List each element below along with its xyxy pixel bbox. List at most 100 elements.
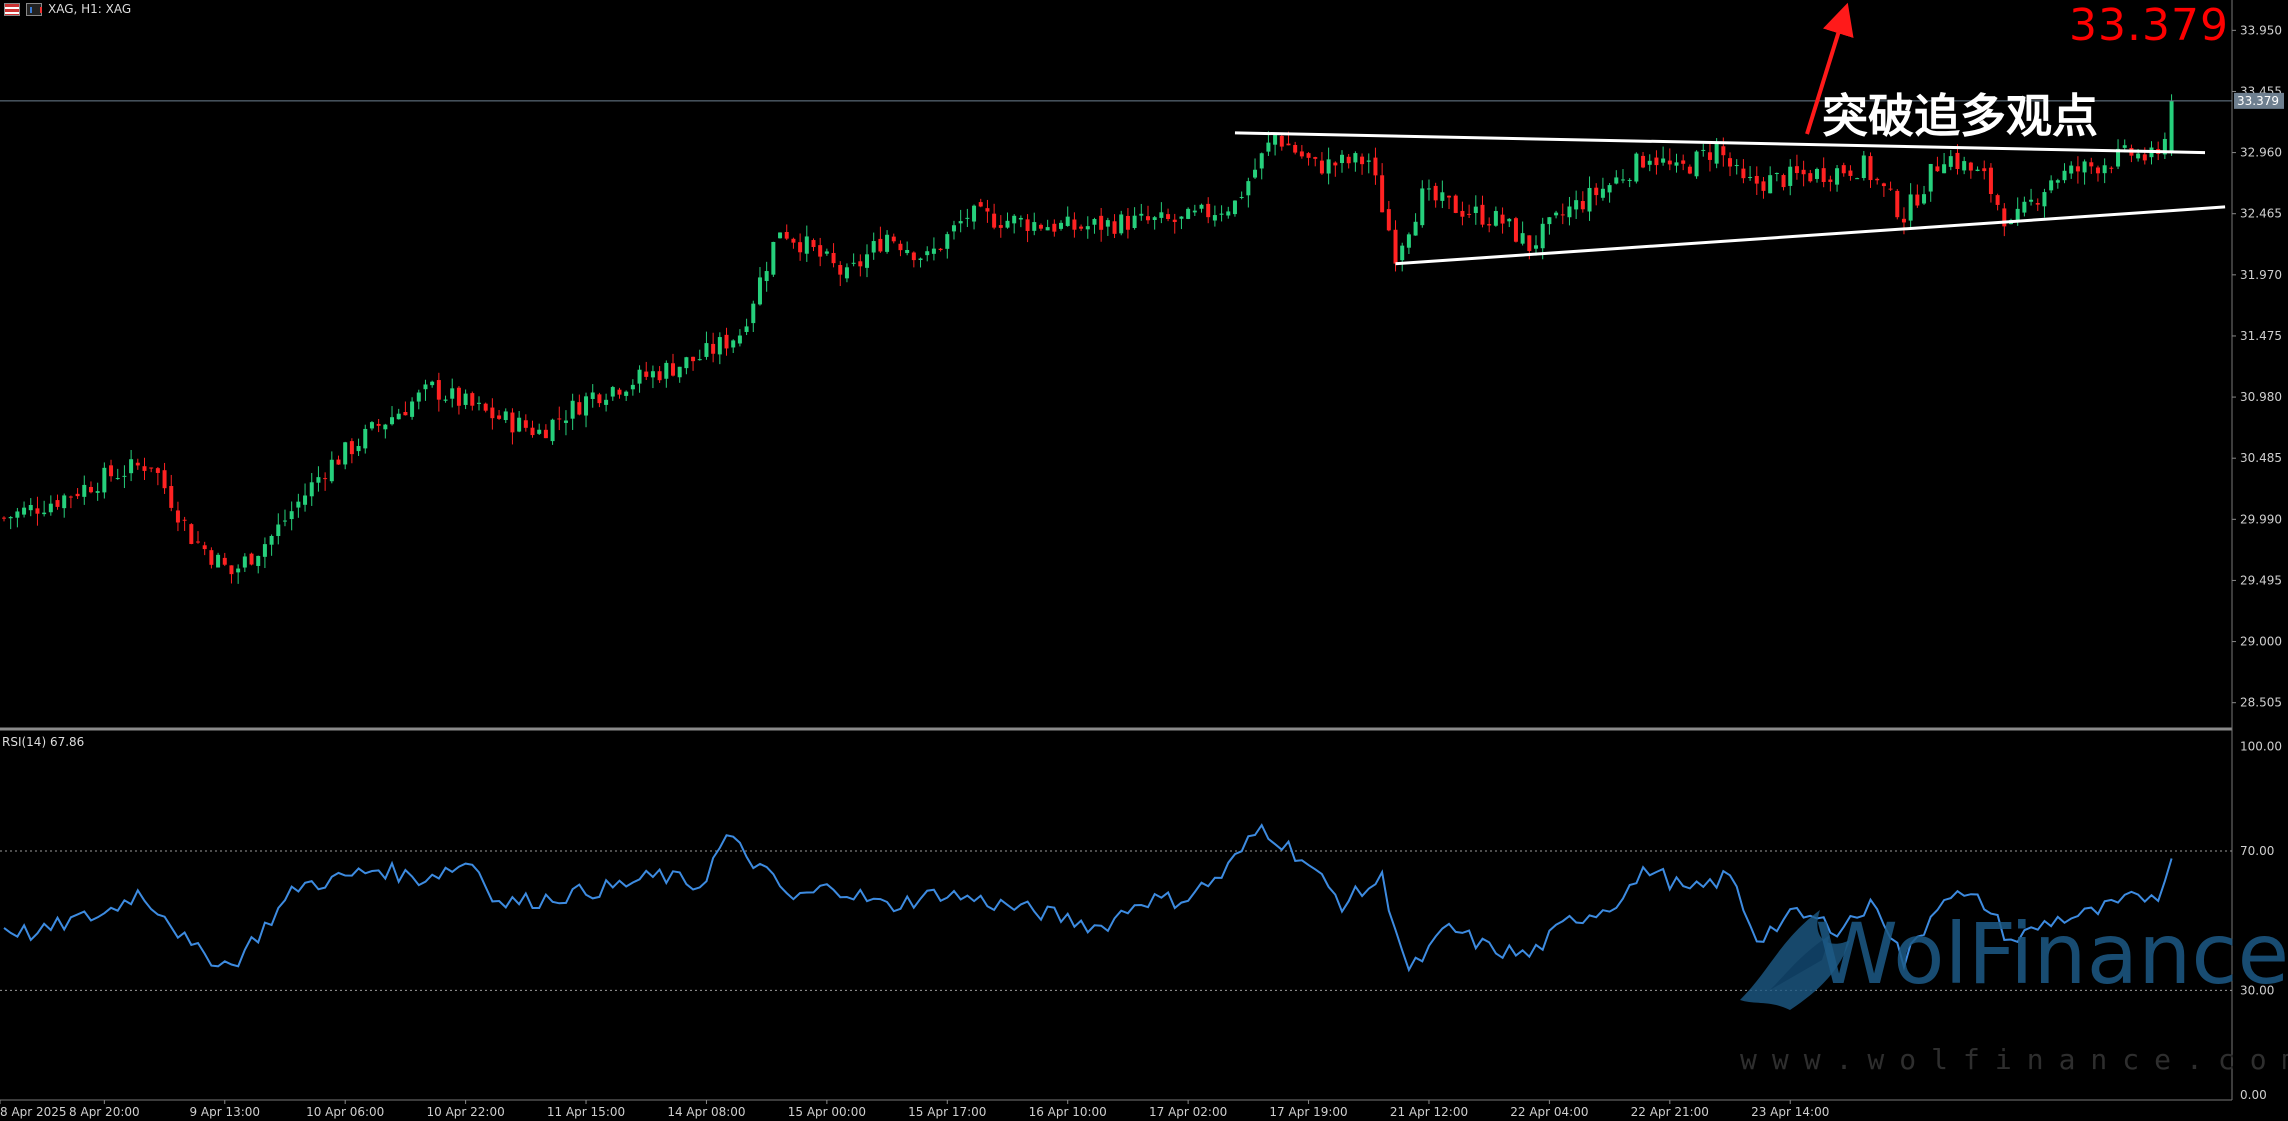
candle-body bbox=[858, 261, 863, 267]
candle-body bbox=[1547, 217, 1552, 225]
candle-body bbox=[918, 258, 923, 261]
candle-body bbox=[751, 303, 756, 324]
candle-body bbox=[383, 424, 388, 430]
time-tick-label: 11 Apr 15:00 bbox=[547, 1105, 625, 1119]
candle-body bbox=[1012, 215, 1017, 224]
candle-body bbox=[1386, 209, 1391, 231]
candle-body bbox=[885, 234, 890, 252]
candle-body bbox=[2015, 208, 2020, 222]
candle-body bbox=[1534, 245, 1539, 249]
candle-body bbox=[1413, 221, 1418, 236]
candle-body bbox=[644, 371, 649, 377]
candle-body bbox=[115, 478, 120, 480]
price-tick-label: 30.980 bbox=[2240, 390, 2282, 404]
candle-body bbox=[2082, 161, 2087, 173]
candle-body bbox=[390, 417, 395, 425]
candle-body bbox=[711, 343, 716, 354]
candle-body bbox=[1453, 195, 1458, 213]
candle-body bbox=[2022, 201, 2027, 213]
candle-body bbox=[1360, 156, 1365, 165]
candle-body bbox=[724, 334, 729, 349]
candle-body bbox=[396, 413, 401, 420]
candle-body bbox=[1480, 204, 1485, 225]
candle-body bbox=[664, 362, 669, 379]
candle-body bbox=[563, 420, 568, 423]
candle-body bbox=[1748, 177, 1753, 179]
candle-body bbox=[697, 359, 702, 361]
candle-body bbox=[1587, 187, 1592, 212]
candle-body bbox=[1915, 194, 1920, 206]
candle-body bbox=[1099, 215, 1104, 230]
candle-body bbox=[2116, 148, 2121, 167]
candle-body bbox=[998, 225, 1003, 228]
candle-body bbox=[510, 412, 515, 433]
candle-body bbox=[1072, 219, 1077, 230]
candle-body bbox=[35, 508, 40, 514]
candle-body bbox=[1734, 165, 1739, 167]
current-price-tag bbox=[2234, 92, 2284, 109]
candle-body bbox=[684, 357, 689, 369]
candle-body bbox=[1620, 179, 1625, 181]
candle-body bbox=[1808, 173, 1813, 182]
candle-body bbox=[617, 389, 622, 395]
candle-body bbox=[1293, 144, 1298, 153]
rsi-tick-label: 30.00 bbox=[2240, 983, 2274, 997]
candle-body bbox=[1868, 156, 1873, 181]
candle-body bbox=[671, 363, 675, 376]
candle-body bbox=[497, 415, 502, 419]
candle-body bbox=[2075, 166, 2080, 172]
candle-body bbox=[430, 381, 435, 386]
candle-body bbox=[1333, 162, 1338, 166]
trendline-lower bbox=[1395, 205, 2226, 266]
candle-body bbox=[1433, 185, 1438, 201]
candle-body bbox=[958, 221, 963, 224]
candle-body bbox=[1400, 245, 1405, 261]
candle-body bbox=[1975, 169, 1980, 172]
candle-body bbox=[1607, 185, 1612, 193]
candle-body bbox=[1788, 166, 1793, 186]
candle-body bbox=[1306, 153, 1311, 158]
candle-body bbox=[1259, 153, 1264, 169]
candle-body bbox=[1627, 179, 1632, 181]
candle-body bbox=[1132, 215, 1137, 228]
breakout-arrow bbox=[1805, 2, 1854, 135]
candle-body bbox=[1152, 217, 1157, 220]
current-price-tag-label: 33.379 bbox=[2237, 94, 2279, 108]
candle-body bbox=[577, 402, 582, 415]
time-tick-label: 15 Apr 00:00 bbox=[788, 1105, 866, 1119]
candle-body bbox=[1647, 160, 1652, 165]
candle-body bbox=[1540, 223, 1545, 249]
candle-body bbox=[169, 486, 174, 508]
chart-type-icon[interactable] bbox=[26, 2, 42, 16]
candle-body bbox=[1661, 158, 1666, 163]
candle-body bbox=[898, 243, 903, 251]
candle-body bbox=[256, 555, 261, 566]
candle-body bbox=[798, 242, 803, 253]
candle-body bbox=[88, 486, 93, 493]
candle-body bbox=[1212, 215, 1217, 221]
time-tick-label: 23 Apr 14:00 bbox=[1751, 1105, 1829, 1119]
candle-body bbox=[1045, 227, 1050, 231]
menu-icon[interactable] bbox=[4, 2, 20, 16]
candle-body bbox=[28, 505, 33, 511]
candle-body bbox=[824, 251, 829, 254]
candle-body bbox=[2102, 165, 2107, 174]
candle-body bbox=[236, 568, 241, 573]
candle-body bbox=[1353, 153, 1358, 163]
candle-body bbox=[276, 524, 281, 536]
candle-body bbox=[1232, 200, 1237, 215]
candle-body bbox=[1855, 178, 1860, 180]
candle-body bbox=[1641, 155, 1646, 168]
candle-body bbox=[2055, 180, 2060, 183]
candle-body bbox=[1580, 201, 1585, 210]
candle-body bbox=[1487, 224, 1492, 226]
candle-body bbox=[1988, 167, 1993, 194]
candle-body bbox=[1507, 218, 1512, 222]
candle-body bbox=[1246, 181, 1251, 196]
candle-body bbox=[1835, 168, 1840, 185]
candle-body bbox=[1273, 134, 1278, 145]
candle-body bbox=[1560, 214, 1565, 216]
candle-body bbox=[931, 248, 936, 254]
candle-body bbox=[744, 326, 749, 332]
